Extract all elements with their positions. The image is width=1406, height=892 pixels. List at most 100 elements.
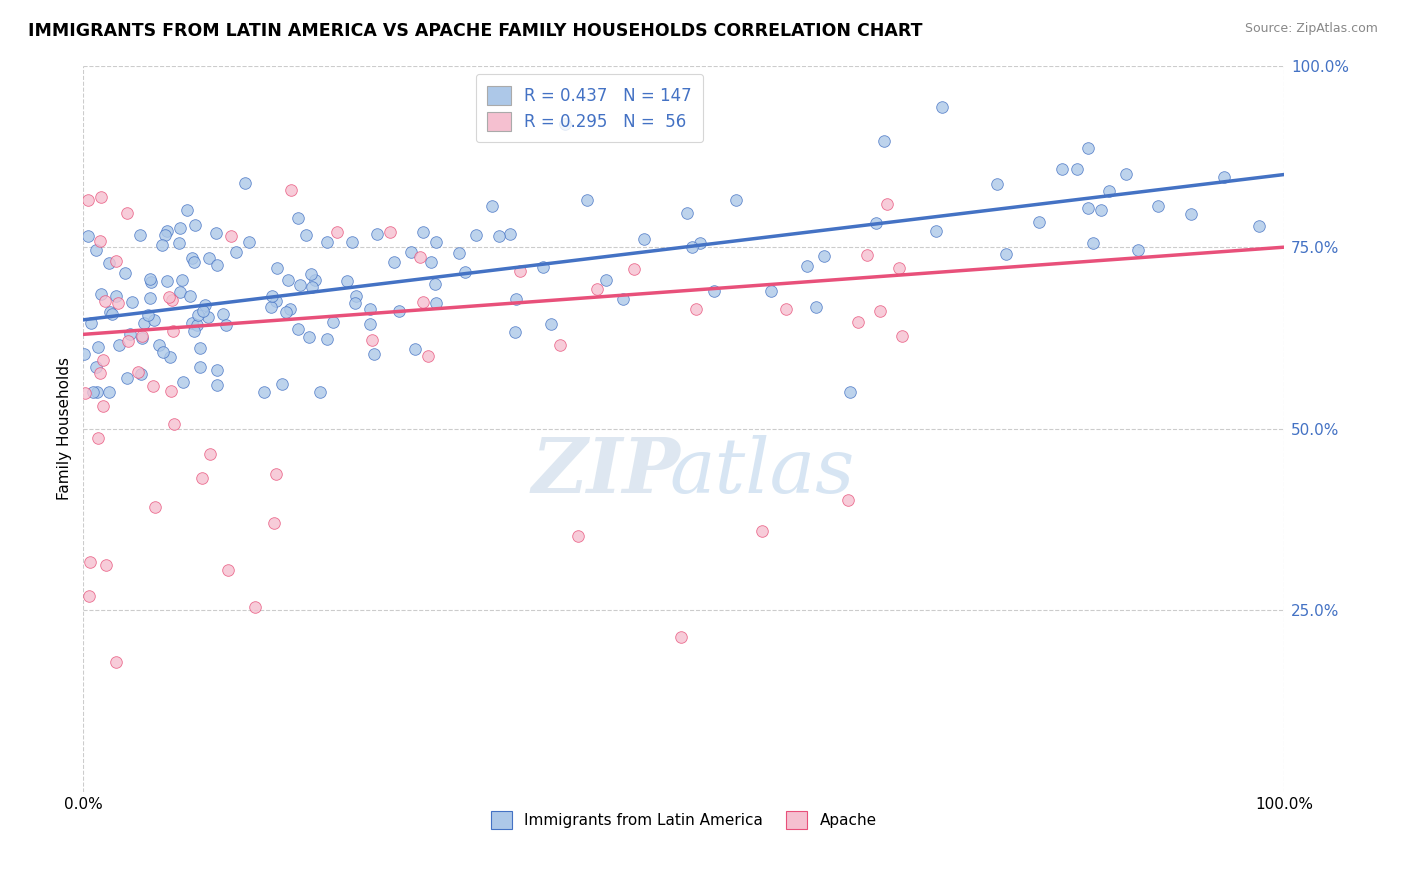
Point: [77, 590, 100, 604]
Point: [136, 309, 159, 323]
Point: [172, 375, 194, 389]
Point: [91, 352, 114, 367]
Point: [97, 256, 120, 270]
Point: [890, 329, 912, 343]
Point: [72, 347, 94, 361]
Point: [117, 334, 139, 348]
Point: [160, 293, 183, 307]
Point: [399, 244, 422, 259]
Point: [488, 228, 510, 243]
Point: [304, 272, 326, 286]
Point: [114, 266, 136, 280]
Point: [108, 338, 131, 352]
Point: [382, 255, 405, 269]
Point: [676, 205, 699, 219]
Point: [180, 316, 202, 330]
Point: [425, 235, 447, 250]
Point: [869, 303, 891, 318]
Point: [115, 371, 138, 385]
Point: [263, 516, 285, 530]
Point: [409, 250, 432, 264]
Point: [219, 229, 242, 244]
Point: [336, 274, 359, 288]
Point: [90, 189, 112, 203]
Point: [1066, 162, 1088, 177]
Point: [131, 367, 153, 381]
Point: [76, 229, 98, 244]
Point: [84, 360, 107, 375]
Point: [91, 399, 114, 413]
Point: [198, 447, 221, 461]
Point: [420, 255, 443, 269]
Point: [425, 295, 447, 310]
Point: [412, 225, 434, 239]
Point: [96, 558, 118, 572]
Point: [775, 302, 797, 317]
Point: [540, 317, 562, 331]
Point: [160, 384, 183, 398]
Point: [150, 237, 173, 252]
Point: [142, 378, 165, 392]
Point: [183, 324, 205, 338]
Point: [266, 467, 288, 481]
Point: [503, 325, 526, 339]
Point: [554, 116, 576, 130]
Point: [253, 385, 276, 400]
Point: [274, 305, 297, 319]
Point: [531, 260, 554, 274]
Point: [105, 254, 128, 268]
Point: [295, 227, 318, 242]
Point: [238, 235, 260, 250]
Point: [87, 431, 110, 445]
Y-axis label: Family Households: Family Households: [58, 358, 72, 500]
Text: ZIP: ZIP: [531, 435, 681, 509]
Point: [186, 318, 208, 333]
Point: [101, 308, 124, 322]
Point: [344, 289, 367, 303]
Point: [141, 276, 163, 290]
Point: [93, 294, 115, 309]
Point: [205, 226, 228, 240]
Point: [481, 199, 503, 213]
Point: [155, 274, 177, 288]
Point: [82, 385, 104, 400]
Point: [278, 301, 301, 316]
Point: [187, 309, 209, 323]
Point: [359, 301, 381, 316]
Point: [139, 272, 162, 286]
Point: [205, 362, 228, 376]
Point: [548, 338, 571, 352]
Text: atlas: atlas: [669, 435, 855, 509]
Point: [465, 227, 488, 242]
Point: [197, 251, 219, 265]
Point: [105, 655, 128, 669]
Point: [872, 134, 894, 148]
Point: [925, 224, 948, 238]
Point: [211, 307, 233, 321]
Point: [837, 493, 859, 508]
Point: [669, 631, 692, 645]
Point: [179, 288, 201, 302]
Point: [1081, 236, 1104, 251]
Point: [120, 327, 142, 342]
Point: [121, 294, 143, 309]
Point: [1180, 207, 1202, 221]
Point: [363, 347, 385, 361]
Point: [159, 290, 181, 304]
Point: [509, 264, 531, 278]
Point: [287, 211, 309, 225]
Text: IMMIGRANTS FROM LATIN AMERICA VS APACHE FAMILY HOUSEHOLDS CORRELATION CHART: IMMIGRANTS FROM LATIN AMERICA VS APACHE …: [28, 22, 922, 40]
Point: [931, 100, 953, 114]
Point: [586, 282, 609, 296]
Point: [681, 240, 703, 254]
Point: [184, 218, 207, 232]
Point: [505, 292, 527, 306]
Point: [277, 273, 299, 287]
Point: [299, 267, 322, 281]
Point: [79, 555, 101, 569]
Point: [163, 417, 186, 432]
Legend: Immigrants from Latin America, Apache: Immigrants from Latin America, Apache: [485, 805, 883, 835]
Point: [865, 216, 887, 230]
Point: [1077, 141, 1099, 155]
Point: [260, 300, 283, 314]
